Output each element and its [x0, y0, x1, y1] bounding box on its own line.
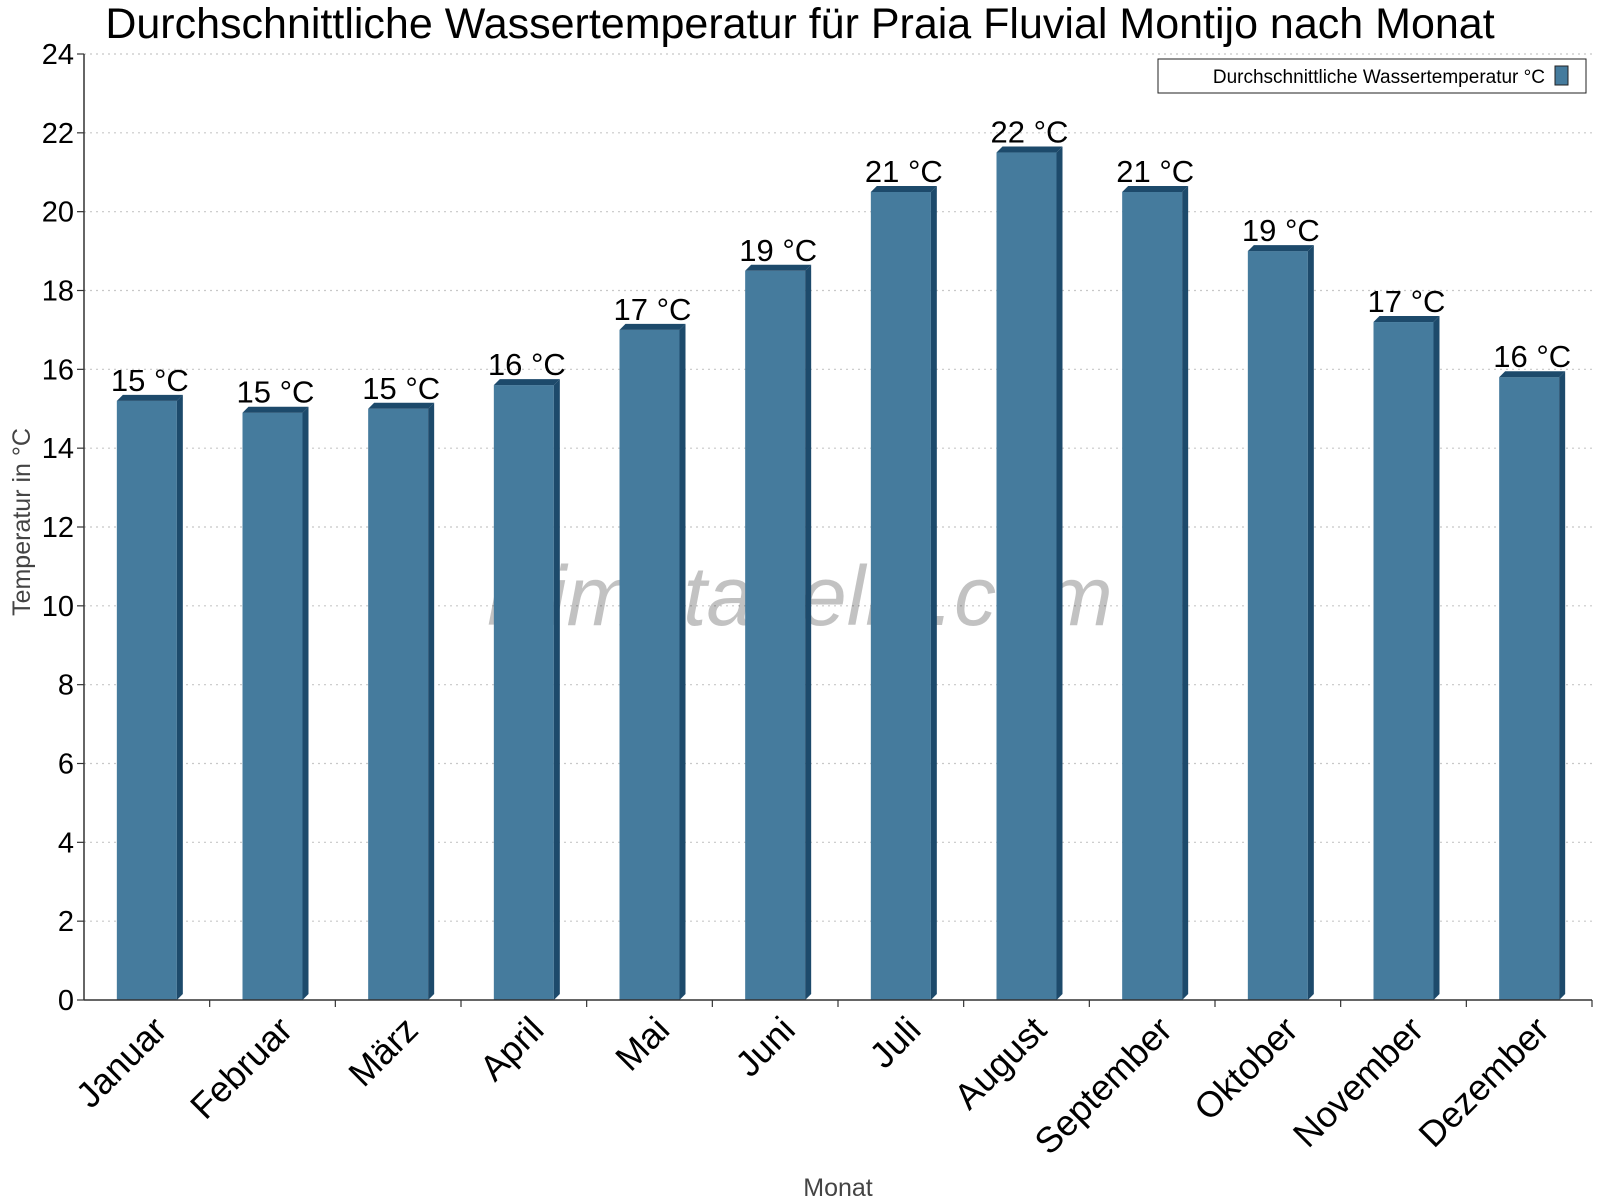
data-label: 21 °C	[1116, 154, 1194, 189]
bar-top	[493, 379, 560, 386]
legend-label: Durchschnittliche Wassertemperatur °C	[1213, 67, 1545, 88]
x-tick-label: März	[340, 1009, 426, 1095]
y-tick-label: 8	[58, 670, 74, 702]
bar	[1247, 251, 1308, 1001]
bar-top	[1247, 245, 1314, 252]
bars: 15 °C 15 °C 15 °C 16 °C 17 °C 19 °C 21 °C 22 °C…	[111, 115, 1571, 1001]
bar	[996, 152, 1057, 1000]
bar-side	[1182, 185, 1189, 1001]
bar-top	[242, 406, 309, 413]
bar-top	[870, 185, 937, 192]
x-tick-label: Mai	[607, 1009, 677, 1079]
x-tick-label: August	[946, 1009, 1054, 1117]
x-tick-label: Dezember	[1410, 1009, 1556, 1155]
bar	[368, 408, 429, 1000]
x-tick-label: Januar	[68, 1009, 175, 1116]
bar	[242, 412, 303, 1001]
y-tick-label: 14	[42, 433, 74, 465]
bar-side	[805, 264, 812, 1001]
y-tick-label: 6	[58, 749, 74, 781]
x-tick-label: Juli	[861, 1009, 928, 1076]
legend: Durchschnittliche Wassertemperatur °C	[1157, 58, 1587, 94]
x-tick-label: November	[1285, 1009, 1431, 1155]
legend-box	[1157, 58, 1587, 94]
bar-top	[996, 146, 1063, 153]
bar-side	[1307, 245, 1314, 1001]
bar-side	[428, 402, 435, 1000]
bar-side	[302, 406, 309, 1001]
bar-side	[1056, 146, 1063, 1000]
bar-side	[1433, 316, 1440, 1000]
data-label: 16 °C	[488, 347, 566, 382]
bar	[745, 270, 806, 1001]
bar-top	[745, 264, 812, 271]
y-tick-label: 12	[42, 512, 74, 544]
data-label: 16 °C	[1493, 339, 1571, 374]
data-label: 17 °C	[614, 292, 692, 327]
bar-side	[679, 323, 686, 1001]
y-axis-title: Temperatur in °C	[8, 428, 36, 616]
bar-top	[368, 402, 435, 409]
data-label: 19 °C	[1242, 213, 1320, 248]
bar-top	[116, 394, 183, 401]
y-tick-label: 24	[42, 39, 74, 71]
bar-top	[1373, 316, 1440, 323]
y-tick-label: 0	[58, 985, 74, 1017]
bar	[116, 400, 177, 1000]
bar	[1122, 191, 1183, 1001]
y-tick-label: 10	[42, 591, 74, 623]
bar	[1499, 377, 1560, 1000]
bar-side	[1559, 371, 1566, 1000]
y-tick-label: 4	[58, 827, 74, 859]
x-tick-label: Februar	[182, 1009, 300, 1127]
data-label: 21 °C	[865, 154, 943, 189]
y-tick-label: 18	[42, 276, 74, 308]
y-tick-label: 20	[42, 197, 74, 229]
bar-top	[1499, 371, 1566, 378]
y-tick-label: 2	[58, 906, 74, 938]
data-label: 15 °C	[362, 371, 440, 406]
x-tick-label: April	[472, 1009, 552, 1089]
data-label: 22 °C	[991, 115, 1069, 150]
bar-top	[1122, 185, 1189, 192]
bar	[1373, 322, 1434, 1000]
legend-swatch	[1554, 65, 1569, 86]
chart-title: Durchschnittliche Wassertemperatur für P…	[105, 0, 1494, 48]
bar	[493, 385, 554, 1001]
y-tick-label: 16	[42, 354, 74, 386]
bar-side	[553, 379, 560, 1001]
x-tick-label: September	[1026, 1009, 1180, 1163]
y-tick-label: 22	[42, 118, 74, 150]
x-tick-label: Juni	[727, 1009, 803, 1085]
data-label: 15 °C	[111, 363, 189, 398]
grid	[84, 53, 1592, 922]
data-label: 15 °C	[237, 375, 315, 410]
x-axis-title: Monat	[803, 1174, 873, 1200]
bar-side	[930, 185, 937, 1001]
bar-side	[176, 394, 183, 1000]
x-tick-label: Oktober	[1186, 1009, 1306, 1129]
bar	[870, 191, 931, 1001]
data-label: 19 °C	[739, 233, 817, 268]
data-label: 17 °C	[1368, 284, 1446, 319]
bar-top	[619, 323, 686, 330]
bar	[619, 329, 680, 1001]
